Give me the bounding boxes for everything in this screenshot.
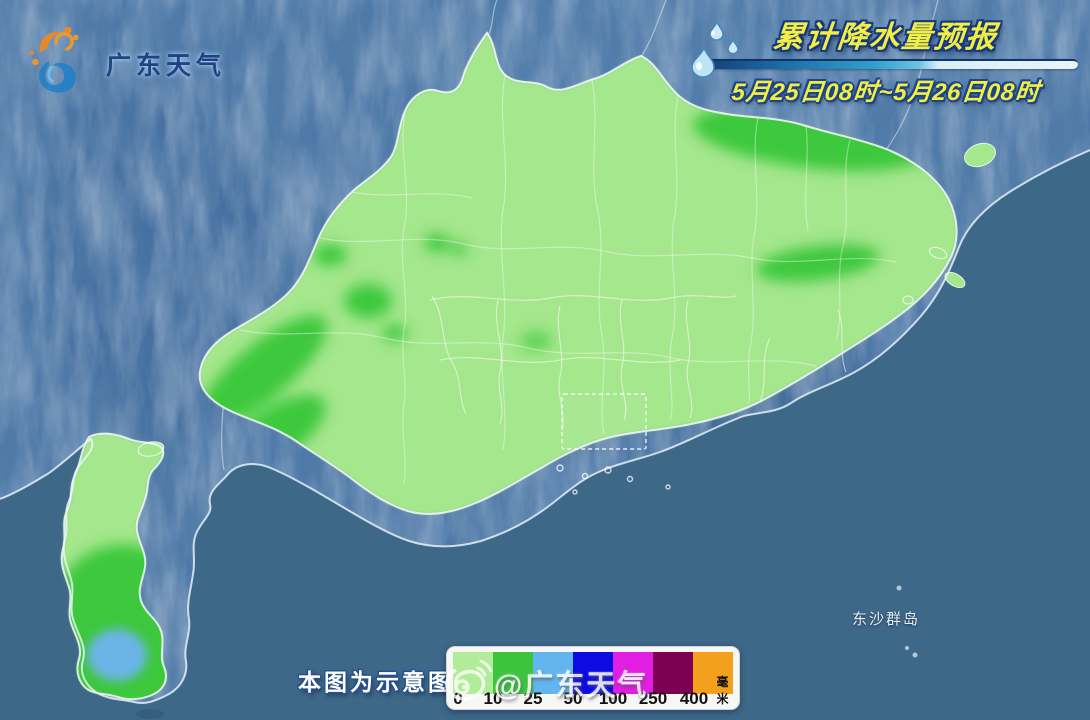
rain-islets — [137, 142, 996, 457]
legend-tick: 10 — [483, 689, 503, 708]
title-underline-bar — [700, 59, 1078, 69]
station-logo-text: 广东天气 — [106, 52, 227, 80]
legend-tick: 400 — [679, 689, 709, 708]
sea-islands — [556, 464, 671, 495]
legend-swatch — [693, 652, 733, 694]
disclaimer-text: 本图为示意图 — [298, 669, 454, 695]
legend-swatch — [493, 652, 533, 694]
legend-tick: 250 — [638, 689, 668, 708]
station-logo-icon — [29, 26, 79, 93]
legend-tick: 100 — [598, 689, 628, 708]
legend-swatch — [653, 652, 693, 694]
forecast-date-range: 5月25日08时~5月26日08时 — [730, 79, 1042, 106]
county-boundaries-green — [239, 74, 897, 485]
precipitation-legend: 0 10 25 50 100 250 400 毫米 — [446, 646, 740, 710]
legend-swatches — [453, 652, 733, 694]
legend-tick: 50 — [563, 689, 583, 708]
rain-overlay-heavy — [87, 629, 147, 681]
raindrops-icon — [692, 19, 739, 78]
title-block: 累计降水量预报 5月25日08时~5月26日08时 — [690, 12, 1082, 107]
legend-swatch — [533, 652, 573, 694]
page-title: 累计降水量预报 — [771, 21, 1000, 54]
dongsha-islands-label: 东沙群岛 — [852, 611, 921, 628]
legend-tick: 25 — [523, 689, 543, 708]
legend-swatch — [613, 652, 653, 694]
weibo-icon — [445, 660, 492, 701]
dongsha-islands — [136, 585, 918, 719]
watermark-text: @广东天气 — [494, 670, 649, 702]
station-logo: 广东天气 — [26, 20, 226, 104]
watermark: @广东天气 — [442, 660, 648, 706]
rain-overlay-light — [61, 33, 996, 700]
legend-swatch — [573, 652, 613, 694]
hongkong-dashed-box — [561, 393, 647, 450]
legend-unit: 毫米 — [716, 675, 729, 706]
